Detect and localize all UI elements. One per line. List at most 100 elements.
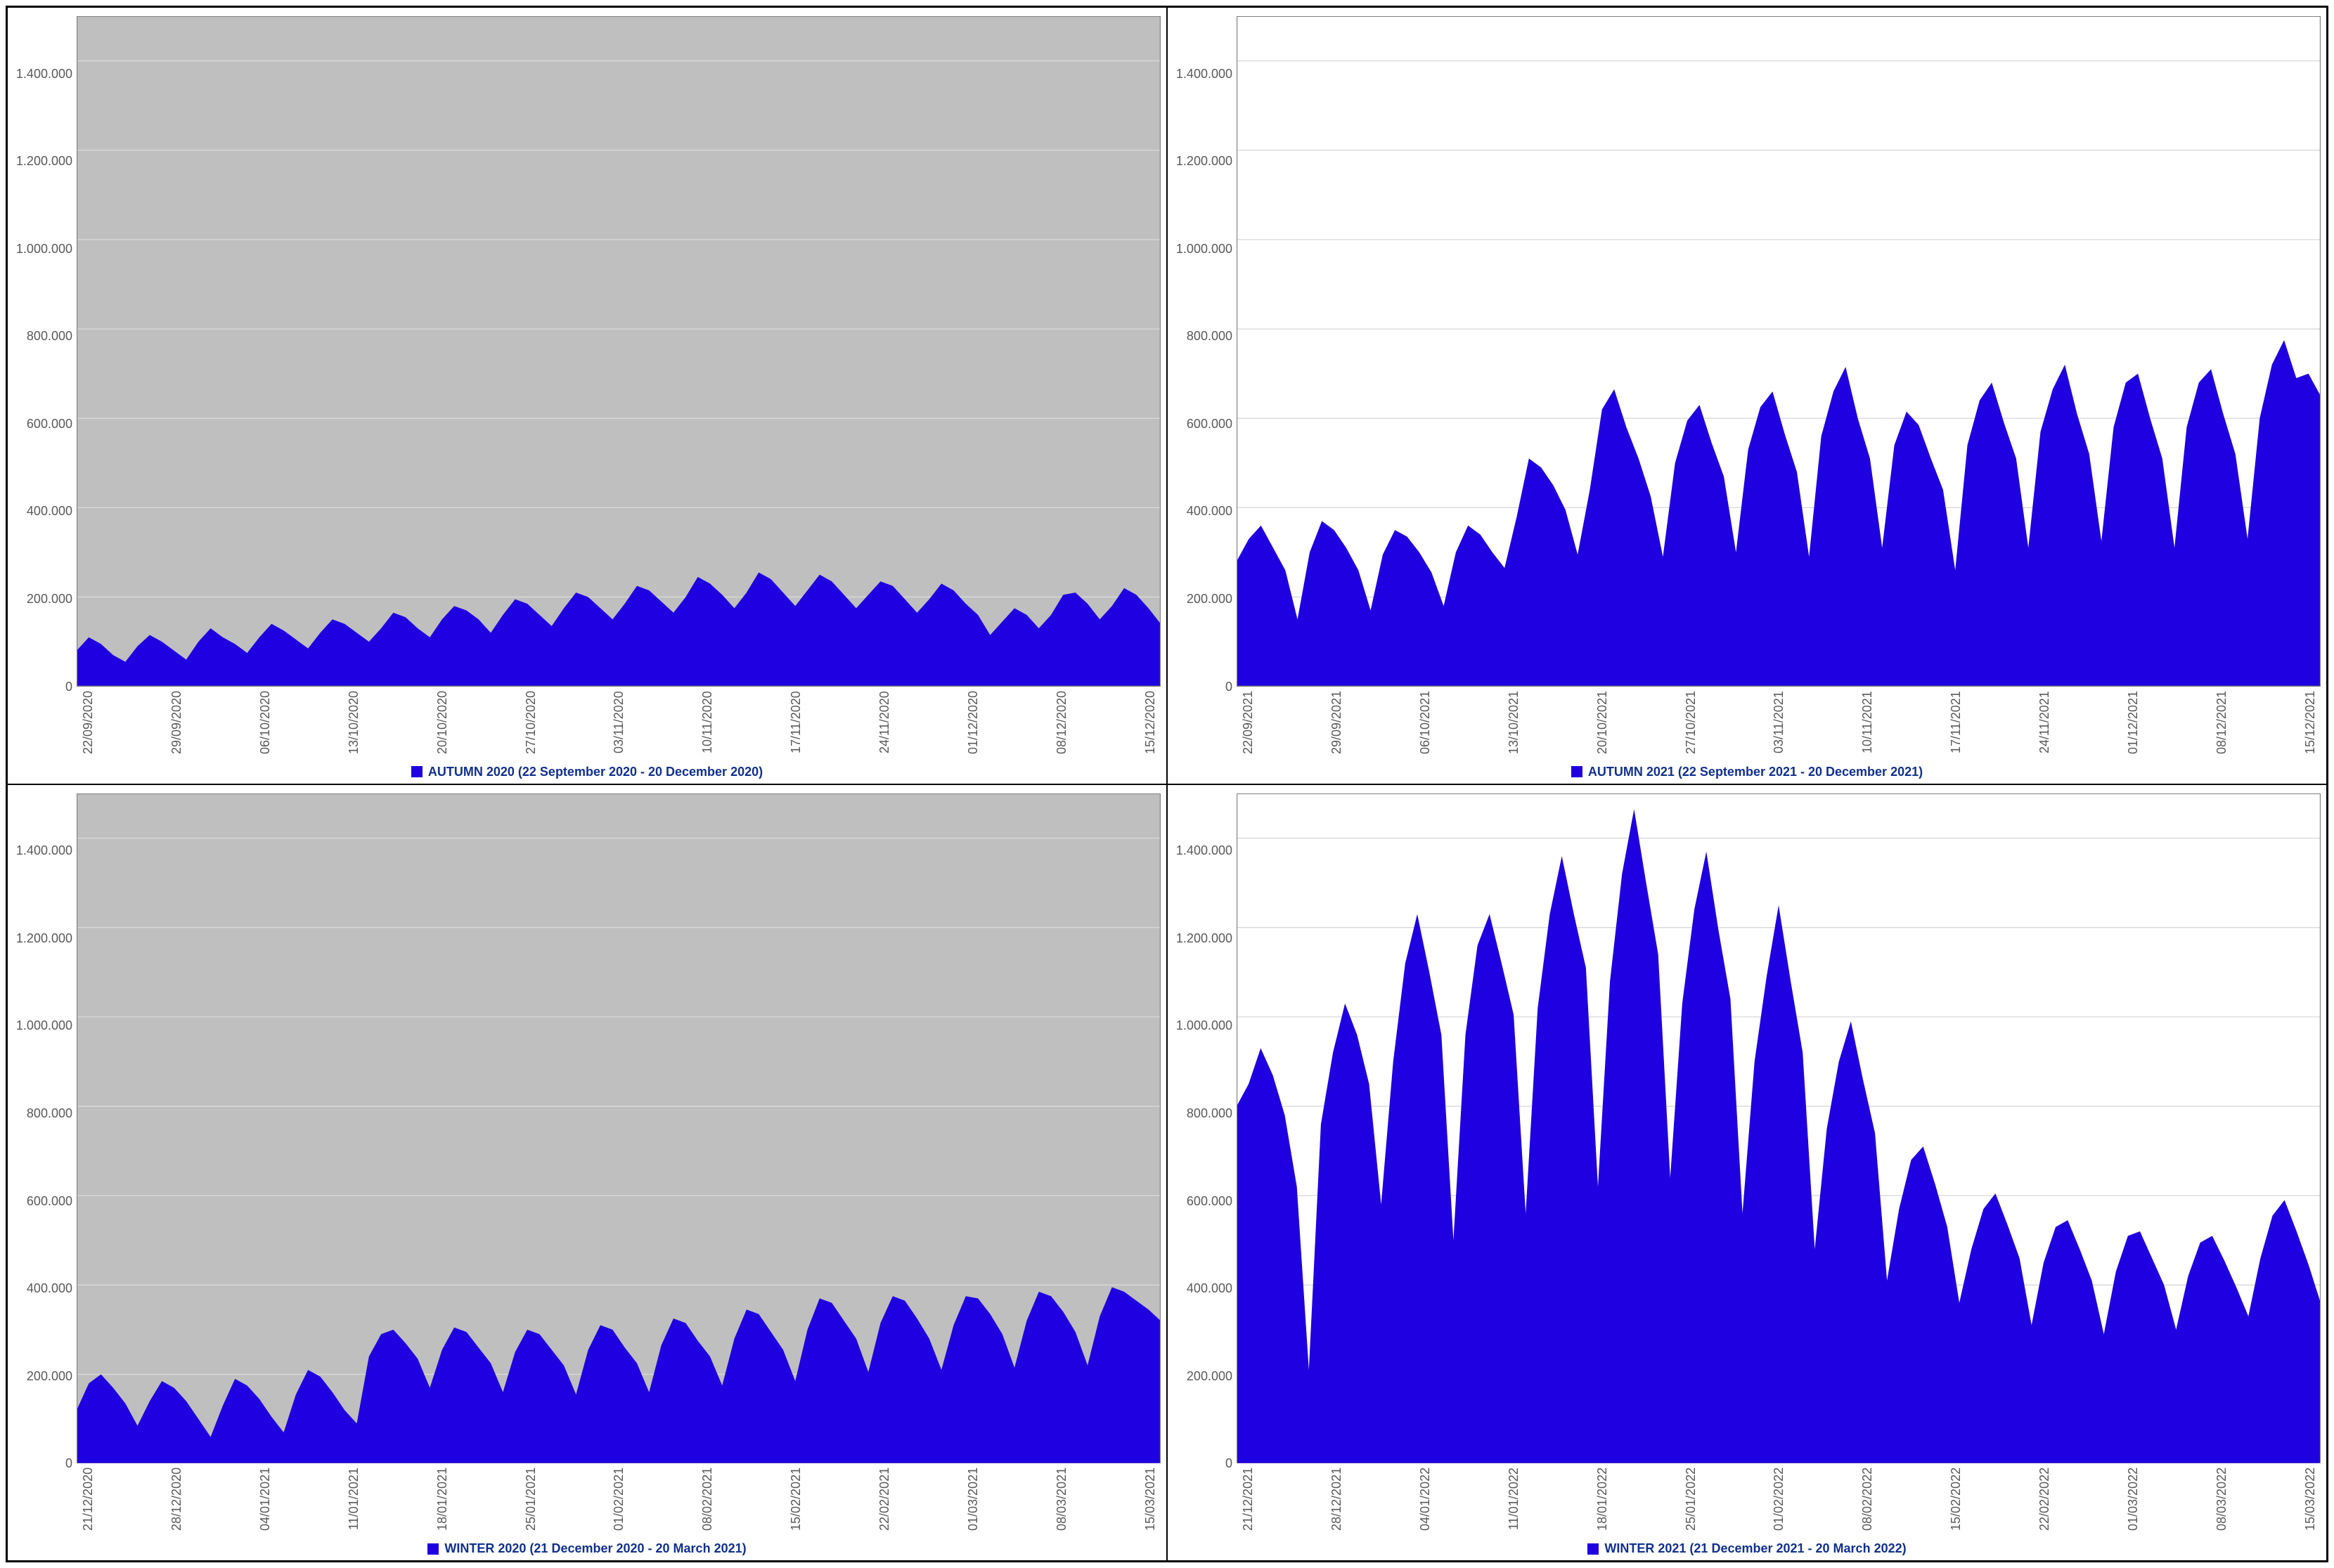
x-tick-label: 01/12/2021 <box>2126 691 2141 760</box>
x-tick-label: 25/01/2022 <box>1684 1467 1698 1537</box>
chart-row: 0200.000400.000600.000800.0001.000.0001.… <box>1173 793 2321 1464</box>
chart-grid: 0 200.000 400.000 600.000 800.000 1.000.000 1.… <box>6 6 2328 1562</box>
x-tick-label: 08/03/2021 <box>1055 1467 1069 1537</box>
y-tick-label: 200.000 <box>13 592 72 605</box>
chart-panel-autumn2020: 0 200.000 400.000 600.000 800.000 1.000.000 1.… <box>7 7 1167 784</box>
x-tick-label: 22/09/2020 <box>81 691 96 760</box>
x-tick-label: 15/02/2022 <box>1949 1467 1964 1537</box>
area-series <box>1237 340 2321 687</box>
y-tick-label: 1.200.000 <box>1173 932 1232 945</box>
x-tick-label: 03/11/2020 <box>612 691 626 760</box>
y-tick-label: 200.000 <box>1173 592 1232 605</box>
chart-row: 0200.000400.000600.000800.0001.000.0001.… <box>13 16 1161 687</box>
legend: WINTER 2020 (21 December 2020 - 20 March… <box>13 1537 1161 1557</box>
x-tick-label: 20/10/2020 <box>435 691 450 760</box>
x-tick-label: 21/12/2021 <box>1241 1467 1256 1537</box>
y-tick-label: 400.000 <box>13 505 72 517</box>
x-tick-label: 11/01/2021 <box>347 1467 361 1537</box>
x-tick-label: 13/10/2021 <box>1507 691 1521 760</box>
y-tick-label: 200.000 <box>13 1370 72 1382</box>
x-tick-label: 25/01/2021 <box>524 1467 539 1537</box>
y-tick-label: 400.000 <box>13 1282 72 1295</box>
legend-label: AUTUMN 2021 (22 September 2021 - 20 Dece… <box>1588 765 1923 779</box>
y-tick-label: 1.000.000 <box>13 242 72 255</box>
x-tick-label: 18/01/2022 <box>1595 1467 1610 1537</box>
y-tick-label: 0 <box>1173 1457 1232 1470</box>
x-tick-label: 29/09/2021 <box>1329 691 1344 760</box>
x-tick-label: 04/01/2021 <box>258 1467 273 1537</box>
legend: AUTUMN 2020 (22 September 2020 - 20 Dece… <box>13 760 1161 781</box>
y-tick-label: 800.000 <box>1173 330 1232 342</box>
x-axis: 22/09/202029/09/202006/10/202013/10/2020… <box>81 687 1158 760</box>
x-tick-label: 15/03/2021 <box>1143 1467 1158 1537</box>
x-tick-label: 08/02/2021 <box>700 1467 715 1537</box>
x-tick-label: 24/11/2020 <box>877 691 892 760</box>
y-tick-label: 800.000 <box>13 1107 72 1120</box>
y-tick-label: 800.000 <box>13 330 72 342</box>
legend: WINTER 2021 (21 December 2021 - 20 March… <box>1173 1537 2321 1557</box>
x-tick-label: 24/11/2021 <box>2037 691 2052 760</box>
plot-area <box>77 793 1161 1464</box>
x-tick-label: 01/02/2021 <box>612 1467 626 1537</box>
y-tick-label: 800.000 <box>1173 1107 1232 1120</box>
x-tick-label: 17/11/2020 <box>789 691 804 760</box>
y-axis: 0200.000400.000600.000800.0001.000.0001.… <box>1173 838 1237 1463</box>
chart-panel-winter2020: 0200.000400.000600.000800.0001.000.0001.… <box>7 784 1167 1562</box>
legend-swatch <box>1587 1543 1599 1555</box>
y-axis: 0200.000400.000600.000800.0001.000.0001.… <box>13 838 77 1463</box>
x-tick-label: 10/11/2020 <box>700 691 715 760</box>
x-tick-label: 01/03/2021 <box>966 1467 981 1537</box>
x-tick-label: 08/12/2021 <box>2214 691 2229 760</box>
plot-area <box>1237 793 2321 1464</box>
x-tick-label: 20/10/2021 <box>1595 691 1610 760</box>
legend: AUTUMN 2021 (22 September 2021 - 20 Dece… <box>1173 760 2321 781</box>
legend-swatch <box>411 766 423 777</box>
x-axis: 21/12/202028/12/202004/01/202111/01/2021… <box>81 1463 1158 1537</box>
x-tick-label: 22/02/2022 <box>2037 1467 2052 1537</box>
y-tick-label: 0 <box>1173 680 1232 693</box>
x-tick-label: 03/11/2021 <box>1772 691 1786 760</box>
y-tick-label: 1.000.000 <box>1173 242 1232 255</box>
x-tick-label: 17/11/2021 <box>1949 691 1964 760</box>
x-tick-label: 06/10/2020 <box>258 691 273 760</box>
chart-row: 0200.000400.000600.000800.0001.000.0001.… <box>1173 16 2321 687</box>
y-tick-label: 200.000 <box>1173 1370 1232 1382</box>
y-tick-label: 1.000.000 <box>1173 1019 1232 1032</box>
x-tick-label: 08/02/2022 <box>1860 1467 1875 1537</box>
x-tick-label: 22/02/2021 <box>877 1467 892 1537</box>
y-tick-label: 400.000 <box>1173 505 1232 517</box>
y-tick-label: 1.400.000 <box>1173 844 1232 857</box>
y-tick-label: 1.200.000 <box>1173 155 1232 167</box>
legend-label: WINTER 2020 (21 December 2020 - 20 March… <box>444 1541 746 1556</box>
x-tick-label: 15/12/2020 <box>1143 691 1158 760</box>
y-tick-label: 0 <box>13 680 72 693</box>
y-tick-label: 1.400.000 <box>13 67 72 80</box>
y-tick-label: 1.400.000 <box>13 844 72 857</box>
x-tick-label: 15/02/2021 <box>789 1467 804 1537</box>
y-tick-label: 1.200.000 <box>13 155 72 167</box>
x-tick-label: 06/10/2021 <box>1418 691 1433 760</box>
area-series <box>77 573 1161 687</box>
chart-panel-autumn2021: 0200.000400.000600.000800.0001.000.0001.… <box>1167 7 2327 784</box>
y-tick-label: 0 <box>13 1457 72 1470</box>
x-tick-label: 27/10/2020 <box>524 691 539 760</box>
x-tick-label: 13/10/2020 <box>347 691 361 760</box>
x-axis: 22/09/2021 29/09/2021 06/10/2021 13/10/2021… <box>1241 687 2318 760</box>
x-tick-label: 04/01/2022 <box>1418 1467 1433 1537</box>
x-tick-label: 08/12/2020 <box>1055 691 1069 760</box>
y-axis: 0200.000400.000600.000800.0001.000.0001.… <box>13 61 77 687</box>
x-tick-label: 01/02/2022 <box>1772 1467 1786 1537</box>
legend-label: AUTUMN 2020 (22 September 2020 - 20 Dece… <box>428 765 763 779</box>
x-axis: 21/12/202128/12/202104/01/202211/01/2022… <box>1241 1463 2318 1537</box>
x-tick-label: 01/03/2022 <box>2126 1467 2141 1537</box>
plot-area <box>77 16 1161 687</box>
plot-area <box>1237 16 2321 687</box>
x-tick-label: 11/01/2022 <box>1507 1467 1521 1537</box>
x-tick-label: 15/12/2021 <box>2303 691 2318 760</box>
x-tick-label: 21/12/2020 <box>81 1467 96 1537</box>
y-axis: 0200.000400.000600.000800.0001.000.0001.… <box>1173 61 1237 687</box>
y-tick-label: 1.400.000 <box>1173 67 1232 80</box>
area-series <box>1237 809 2321 1463</box>
x-tick-label: 22/09/2021 <box>1241 691 1256 760</box>
y-tick-label: 600.000 <box>13 417 72 430</box>
